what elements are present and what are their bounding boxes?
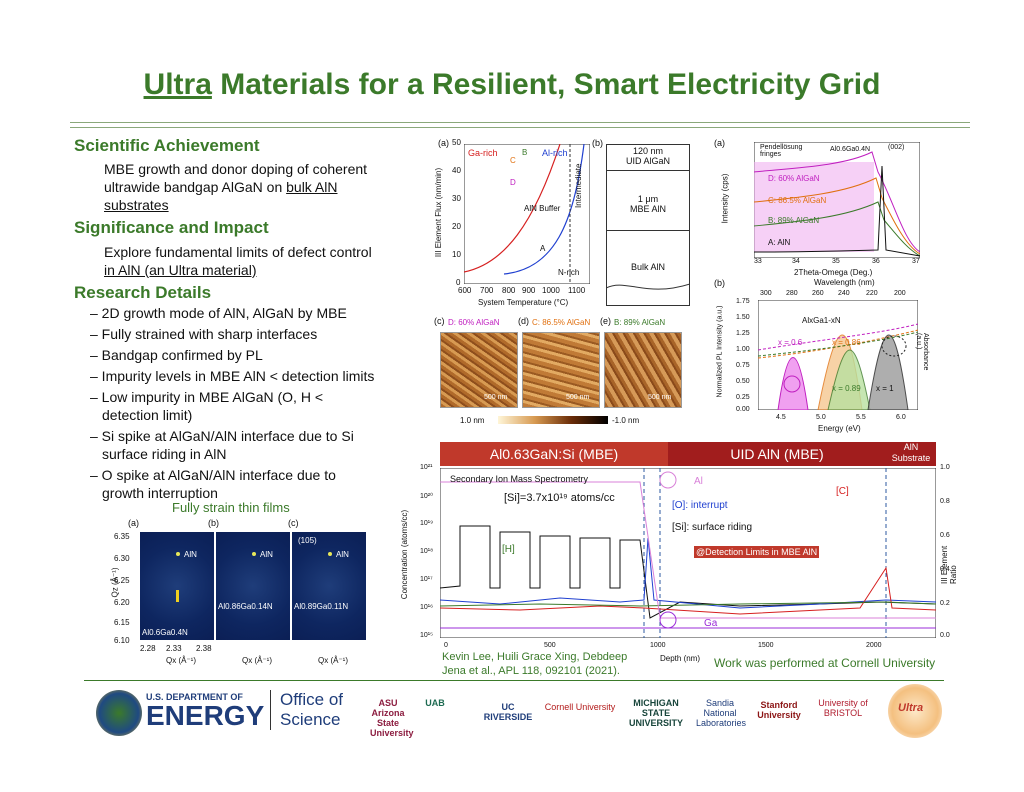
logo-asu: ASU Arizona State University	[370, 698, 414, 738]
credit-authors: Kevin Lee, Huili Grace Xing, Debdeep Jen…	[442, 651, 628, 677]
title-ultra: Ultra	[143, 68, 212, 101]
rsm-label-c: (c)	[288, 518, 299, 528]
phase-plot	[464, 144, 590, 284]
bullet: – 2D growth mode of AlN, AlGaN by MBE	[90, 305, 347, 321]
doe-seal-icon	[96, 690, 142, 736]
sims-band-substrate: AlN Substrate	[886, 442, 936, 466]
ultra-logo-icon: Ultra	[888, 684, 942, 738]
rsm-figure: (a) (b) (c) (105) AlN AlN AlN Al0.6Ga0.4…	[104, 518, 374, 670]
credit-cornell: Work was performed at Cornell University	[714, 656, 936, 670]
rsm-map-b	[216, 532, 290, 640]
logo-msu: MICHIGAN STATE UNIVERSITY	[628, 698, 683, 728]
sims-band-aln: UID AlN (MBE)	[668, 442, 886, 466]
rsm-label-a: (a)	[128, 518, 139, 528]
rsm-aln-c: AlN	[336, 550, 349, 559]
divider-top	[70, 122, 970, 123]
sims-plot	[440, 468, 936, 638]
doe-line2: ENERGY	[146, 700, 265, 731]
afm-image-c	[522, 332, 600, 408]
phase-diagram: (a) Ga-rich Al-rich AlN Buffer Intermedi…	[434, 138, 598, 308]
rsm-film-a: Al0.6Ga0.4N	[142, 628, 188, 637]
page-title: Ultra Materials for a Resilient, Smart E…	[0, 68, 1024, 102]
heading-significance: Significance and Impact	[74, 218, 269, 237]
doe-line1: U.S. DEPARTMENT OF	[146, 692, 243, 702]
sims-figure: Al0.63GaN:Si (MBE) UID AlN (MBE) AlN Sub…	[400, 442, 958, 663]
office-of-science: Office of Science	[280, 690, 343, 729]
rsm-ylabel: Qz (Å⁻¹)	[110, 567, 120, 598]
heading-research: Research Details	[74, 283, 212, 302]
rsm-map-c	[292, 532, 366, 640]
logo-sandia: Sandia National Laboratories	[696, 698, 747, 728]
logo-cornell: Cornell University	[544, 702, 616, 712]
bullet: – Fully strained with sharp interfaces	[90, 326, 318, 342]
bullet: – O spike at AlGaN/AlN interface due to	[90, 467, 336, 483]
footer-sep	[270, 690, 271, 730]
bullet-cont: growth interruption	[102, 485, 218, 501]
strain-caption: Fully strain thin films	[172, 500, 290, 515]
bullet: – Bandgap confirmed by PL	[90, 347, 263, 363]
afm-figure: (c) D: 60% AlGaN (d) C: 86.5% AlGaN (e) …	[430, 314, 700, 430]
footer-divider	[84, 680, 944, 681]
pl-plot	[758, 300, 918, 410]
logo-stanford: Stanford University	[757, 700, 801, 720]
research-bullets: – 2D growth mode of AlN, AlGaN by MBE – …	[90, 304, 410, 502]
logo-bristol: University of BRISTOL	[818, 698, 868, 718]
rsm-film-c: Al0.89Ga0.11N	[294, 602, 349, 611]
title-rest: Materials for a Resilient, Smart Electri…	[211, 68, 881, 101]
heading-achievement: Scientific Achievement	[74, 136, 260, 155]
bullet: – Si spike at AlGaN/AlN interface due to…	[90, 428, 354, 444]
achievement-text: MBE growth and donor doping of coherent …	[104, 161, 368, 213]
rsm-map-a	[140, 532, 214, 640]
xrd-figure: (a) Pendellösung fringes Al0.6Ga0.4N (00…	[714, 138, 920, 277]
divider-top-2	[70, 127, 970, 128]
rsm-xlabel: Qx (Å⁻¹)	[166, 656, 196, 665]
rsm-aln-a: AlN	[184, 550, 197, 559]
afm-colorbar	[498, 416, 608, 424]
pl-figure: (b) Wavelength (nm) 300 280 260 240 220 …	[714, 278, 929, 433]
bullet-cont: detection limit)	[102, 407, 193, 423]
rsm-film-b: Al0.86Ga0.14N	[218, 602, 273, 611]
afm-image-b	[604, 332, 682, 408]
logo-ucr: UC RIVERSIDE	[483, 702, 533, 722]
bullet-cont: surface riding in AlN	[102, 446, 227, 462]
rsm-105: (105)	[298, 536, 317, 545]
sims-band-algan: Al0.63GaN:Si (MBE)	[440, 442, 668, 466]
rsm-label-b: (b)	[208, 518, 219, 528]
layer-stack: (b) 120 nm UID AlGaN 1 μm MBE AlN Bulk A…	[592, 138, 702, 308]
significance-text: Explore fundamental limits of defect con…	[104, 244, 372, 278]
bullet: – Low impurity in MBE AlGaN (O, H <	[90, 389, 324, 405]
rsm-aln-b: AlN	[260, 550, 273, 559]
bullet: – Impurity levels in MBE AlN < detection…	[90, 368, 375, 384]
afm-image-d	[440, 332, 518, 408]
logo-uab: UAB	[425, 698, 445, 708]
